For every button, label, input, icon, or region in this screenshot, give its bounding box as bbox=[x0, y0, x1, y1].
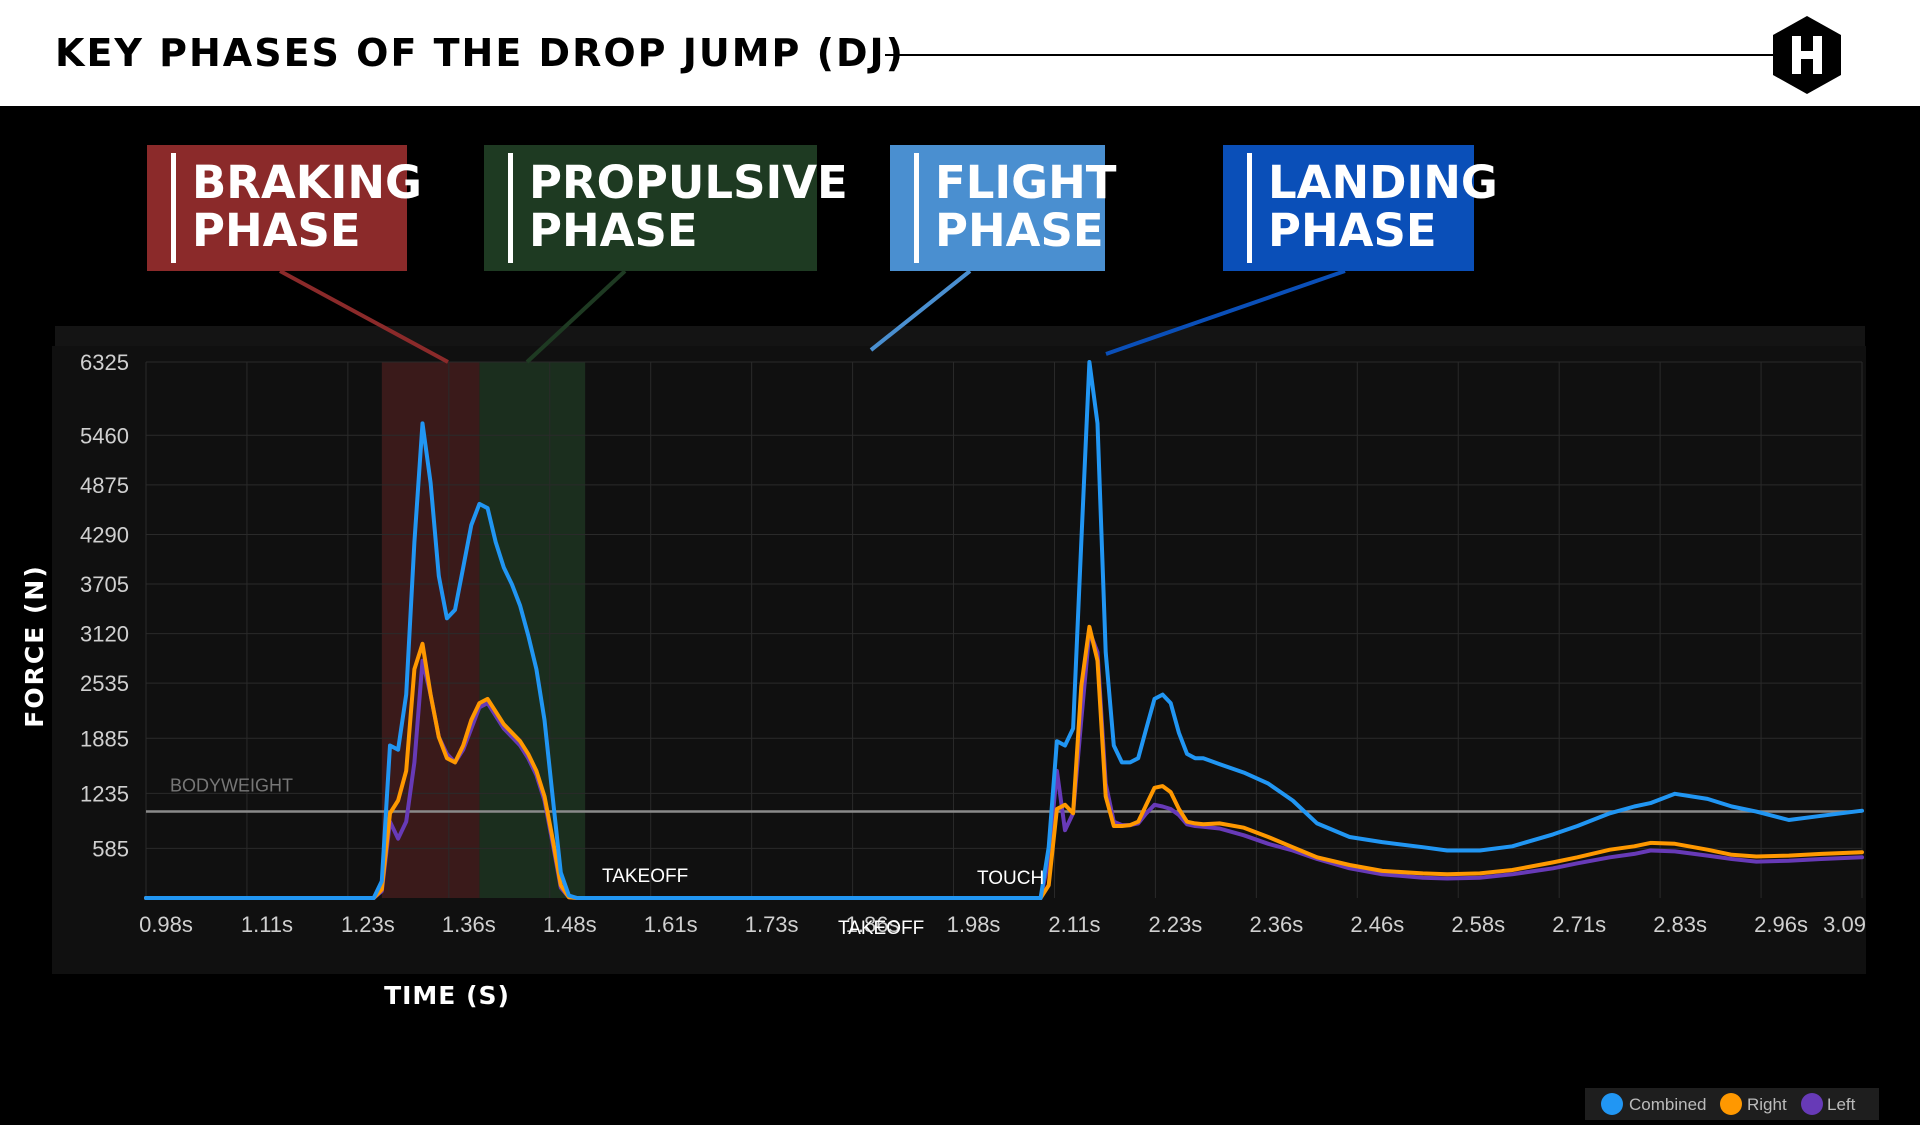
y-axis-title: FORCE (N) bbox=[20, 564, 49, 727]
y-tick-label: 2535 bbox=[80, 671, 129, 696]
flight-phase-bar bbox=[914, 153, 919, 263]
x-axis-title: TIME (S) bbox=[384, 981, 510, 1010]
chart-panel bbox=[52, 346, 1866, 974]
legend-left-label: Left bbox=[1827, 1095, 1856, 1114]
x-tick-label: 1.73s bbox=[745, 912, 799, 937]
braking-phase-text: BRAKING PHASE bbox=[192, 156, 422, 257]
annotation-touch: TOUCH bbox=[977, 868, 1044, 889]
title-rule bbox=[885, 54, 1785, 56]
propulsive-region bbox=[479, 362, 586, 898]
propulsive-phase-bar bbox=[508, 153, 513, 263]
chart-area: BODYWEIGHT 585 1235 1885 2535 3120 3705 4290 487… bbox=[0, 106, 1920, 1120]
legend-right-swatch bbox=[1720, 1093, 1742, 1115]
x-tick-label: 2.11s bbox=[1048, 912, 1100, 937]
x-tick-label: 2.36s bbox=[1249, 912, 1303, 937]
landing-phase-label: LANDING PHASE bbox=[1223, 145, 1498, 271]
y-tick-label: 1235 bbox=[80, 781, 129, 806]
force-time-chart: BODYWEIGHT 585 1235 1885 2535 3120 3705 4290 487… bbox=[20, 269, 1866, 1010]
legend-items: Combined Right Left bbox=[1601, 1093, 1856, 1115]
propulsive-phase-text: PROPULSIVE PHASE bbox=[529, 156, 848, 257]
x-tick-label: 1.98s bbox=[947, 912, 1001, 937]
x-tick-label: 1.36s bbox=[442, 912, 496, 937]
legend-combined-label: Combined bbox=[1629, 1095, 1707, 1114]
landing-phase-text: LANDING PHASE bbox=[1268, 156, 1498, 257]
landing-connector bbox=[1105, 269, 1346, 356]
landing-phase-bar bbox=[1247, 153, 1252, 263]
x-tick-label: 3.09 bbox=[1823, 912, 1866, 937]
x-tick-label: 2.83s bbox=[1653, 912, 1707, 937]
x-tick-label: 2.71s bbox=[1552, 912, 1606, 937]
flight-phase-label: FLIGHT PHASE bbox=[890, 145, 1116, 271]
chart-legend: Combined Right Left bbox=[1585, 1088, 1879, 1120]
brand-logo-icon bbox=[1773, 16, 1841, 94]
y-tick-label: 5460 bbox=[80, 423, 129, 448]
y-tick-label: 4290 bbox=[80, 522, 129, 547]
annotation-takeoff: TAKEOFF bbox=[838, 918, 924, 939]
braking-connector bbox=[279, 269, 449, 364]
y-tick-label: 6325 bbox=[80, 350, 129, 375]
x-tick-label: 2.46s bbox=[1350, 912, 1404, 937]
annotation-takeoff: TAKEOFF bbox=[602, 866, 688, 887]
y-tick-label: 4875 bbox=[80, 473, 129, 498]
y-tick-label: 3120 bbox=[80, 622, 129, 647]
x-tick-label: 1.86s bbox=[846, 912, 900, 937]
legend-right-label: Right bbox=[1747, 1095, 1787, 1114]
y-tick-label: 1885 bbox=[80, 726, 129, 751]
braking-region bbox=[381, 362, 480, 898]
series-line-right bbox=[144, 624, 1864, 900]
y-tick-label: 585 bbox=[92, 836, 129, 861]
x-tick-label: 2.96s bbox=[1754, 912, 1808, 937]
propulsive-phase-label: PROPULSIVE PHASE bbox=[484, 145, 848, 271]
header: KEY PHASES OF THE DROP JUMP (DJ) bbox=[0, 0, 1920, 106]
page-title: KEY PHASES OF THE DROP JUMP (DJ) bbox=[55, 31, 906, 75]
chart-panel-strip bbox=[55, 326, 1865, 346]
x-tick-label: 1.11s bbox=[241, 912, 293, 937]
bodyweight-label: BODYWEIGHT bbox=[170, 776, 293, 796]
legend-combined-swatch bbox=[1601, 1093, 1623, 1115]
x-tick-label: 1.61s bbox=[644, 912, 698, 937]
x-tick-label: 2.23s bbox=[1148, 912, 1202, 937]
x-tick-label: 1.23s bbox=[341, 912, 395, 937]
x-tick-label: 0.98s bbox=[139, 912, 193, 937]
flight-phase-text: FLIGHT PHASE bbox=[935, 156, 1117, 257]
legend-left-swatch bbox=[1801, 1093, 1823, 1115]
y-tick-label: 3705 bbox=[80, 572, 129, 597]
x-tick-label: 1.48s bbox=[543, 912, 597, 937]
propulsive-connector bbox=[525, 269, 627, 364]
flight-connector bbox=[869, 269, 972, 352]
braking-phase-label: BRAKING PHASE bbox=[147, 145, 422, 271]
braking-phase-bar bbox=[171, 153, 176, 263]
x-tick-label: 2.58s bbox=[1451, 912, 1505, 937]
series-line-combined bbox=[144, 360, 1864, 900]
